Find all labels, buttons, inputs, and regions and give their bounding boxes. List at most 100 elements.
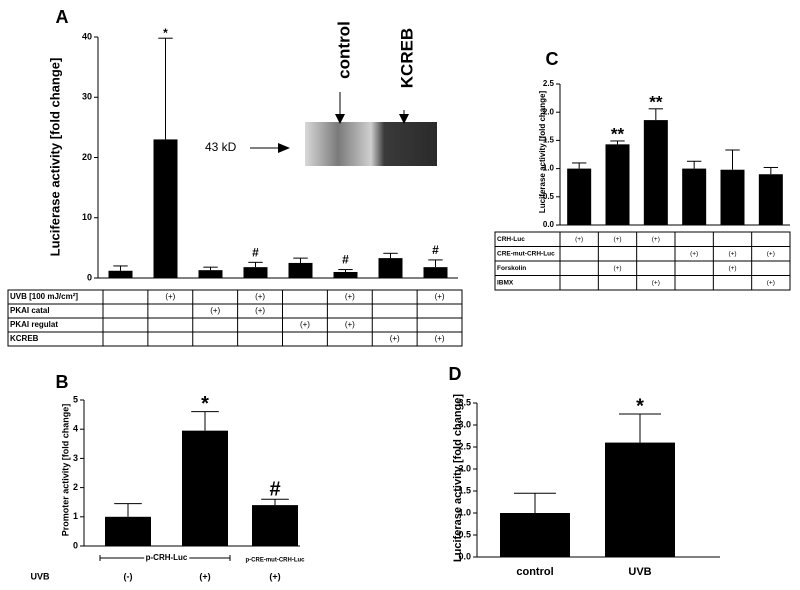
bar bbox=[758, 174, 783, 225]
bar bbox=[288, 262, 313, 278]
table-row-label: KCREB bbox=[10, 334, 39, 343]
y-tick-label: 2.5 bbox=[543, 79, 555, 88]
table-row-label: IBMX bbox=[497, 279, 514, 286]
y-tick-label: 20 bbox=[82, 152, 92, 162]
bar bbox=[252, 505, 298, 546]
table-cell: (+) bbox=[728, 250, 736, 257]
lane-label: KCREB bbox=[397, 28, 416, 88]
significance-marker: # bbox=[269, 479, 280, 501]
significance-marker: ** bbox=[649, 92, 663, 111]
y-tick-label: 1.5 bbox=[543, 136, 555, 145]
table-cell: (+) bbox=[613, 236, 621, 243]
y-tick-label: 1.5 bbox=[458, 485, 471, 495]
arrow-head bbox=[399, 114, 409, 124]
condition-cell: (+) bbox=[199, 571, 210, 581]
y-tick-label: 10 bbox=[82, 212, 92, 222]
bar bbox=[500, 513, 570, 557]
y-tick-label: 1.0 bbox=[543, 164, 555, 173]
table-cell: (+) bbox=[210, 306, 220, 315]
y-tick-label: 0 bbox=[87, 272, 92, 282]
table-cell: (+) bbox=[652, 279, 660, 286]
bar bbox=[182, 430, 228, 546]
bar bbox=[605, 144, 630, 225]
y-axis-label: Luciferase activity [fold change] bbox=[538, 91, 547, 214]
table-cell: (+) bbox=[652, 236, 660, 243]
table-cell: (+) bbox=[690, 250, 698, 257]
significance-marker: # bbox=[252, 246, 259, 260]
bar bbox=[333, 271, 358, 278]
panel-label: D bbox=[449, 364, 462, 384]
y-tick-label: 4 bbox=[73, 424, 78, 434]
y-tick-label: 0.5 bbox=[543, 192, 555, 201]
table-cell: (+) bbox=[435, 292, 445, 301]
y-tick-label: 0.0 bbox=[458, 551, 471, 561]
x-tick-label: control bbox=[516, 566, 553, 578]
bar bbox=[682, 168, 707, 225]
table-cell: (+) bbox=[435, 334, 445, 343]
significance-marker: * bbox=[636, 395, 644, 417]
table-cell: (+) bbox=[165, 292, 175, 301]
bar bbox=[243, 267, 268, 278]
table-cell: (+) bbox=[255, 292, 265, 301]
table-row-label: CRH-Luc bbox=[497, 236, 525, 243]
table-cell: (+) bbox=[767, 250, 775, 257]
bar bbox=[105, 516, 151, 546]
y-tick-label: 2.0 bbox=[458, 463, 471, 473]
y-tick-label: 3.5 bbox=[458, 397, 471, 407]
bar bbox=[643, 120, 668, 225]
panel-label: A bbox=[56, 7, 69, 27]
y-tick-label: 1 bbox=[73, 511, 78, 521]
table-cell: (+) bbox=[613, 265, 621, 272]
table-row-label: Forskolin bbox=[497, 265, 526, 272]
y-axis-label: Promoter activity [fold change] bbox=[60, 404, 70, 537]
y-tick-label: 2.0 bbox=[543, 107, 555, 116]
y-tick-label: 2.5 bbox=[458, 441, 471, 451]
y-tick-label: 3.0 bbox=[458, 419, 471, 429]
y-axis-label: Luciferase activity [fold change] bbox=[47, 58, 62, 257]
y-tick-label: 0.0 bbox=[543, 220, 555, 229]
bar bbox=[108, 270, 133, 278]
table-cell: (+) bbox=[390, 334, 400, 343]
table-cell: (+) bbox=[300, 320, 310, 329]
y-tick-label: 1.0 bbox=[458, 507, 471, 517]
condition-label: UVB bbox=[30, 571, 50, 581]
group-label: p-CRH-Luc bbox=[146, 553, 188, 562]
x-tick-label: UVB bbox=[628, 566, 651, 578]
significance-marker: ** bbox=[611, 124, 625, 143]
table-cell: (+) bbox=[767, 279, 775, 286]
significance-marker: * bbox=[163, 26, 168, 40]
y-tick-label: 2 bbox=[73, 482, 78, 492]
bar bbox=[567, 168, 592, 225]
bar bbox=[153, 139, 178, 278]
panel-label: B bbox=[56, 372, 69, 392]
y-tick-label: 3 bbox=[73, 453, 78, 463]
table-row-label: PKAI catal bbox=[10, 306, 50, 315]
table-row-label: CRE-mut-CRH-Luc bbox=[497, 250, 555, 257]
group-label: p-CRE-mut-CRH-Luc bbox=[246, 558, 306, 564]
y-tick-label: 0.5 bbox=[458, 529, 471, 539]
table-cell: (+) bbox=[575, 236, 583, 243]
arrow-head bbox=[278, 143, 290, 153]
y-tick-label: 5 bbox=[73, 394, 78, 404]
condition-cell: (-) bbox=[124, 571, 133, 581]
table-row-label: UVB [100 mJ/cm²] bbox=[10, 292, 78, 301]
table-cell: (+) bbox=[728, 265, 736, 272]
bar bbox=[198, 270, 223, 278]
y-tick-label: 30 bbox=[82, 92, 92, 102]
bar bbox=[605, 442, 675, 557]
significance-marker: # bbox=[432, 243, 439, 257]
western-blot bbox=[305, 122, 437, 166]
table-row-label: PKAI regulat bbox=[10, 320, 58, 329]
significance-marker: # bbox=[342, 253, 349, 267]
condition-cell: (+) bbox=[269, 571, 280, 581]
table-cell: (+) bbox=[255, 306, 265, 315]
arrow-head bbox=[335, 114, 345, 124]
y-tick-label: 0 bbox=[73, 540, 78, 550]
y-tick-label: 40 bbox=[82, 31, 92, 41]
table-cell: (+) bbox=[345, 292, 355, 301]
lane-label: control bbox=[334, 21, 353, 79]
y-axis-label: Luciferase activity [fold change] bbox=[452, 394, 464, 562]
size-label: 43 kD bbox=[205, 140, 237, 154]
